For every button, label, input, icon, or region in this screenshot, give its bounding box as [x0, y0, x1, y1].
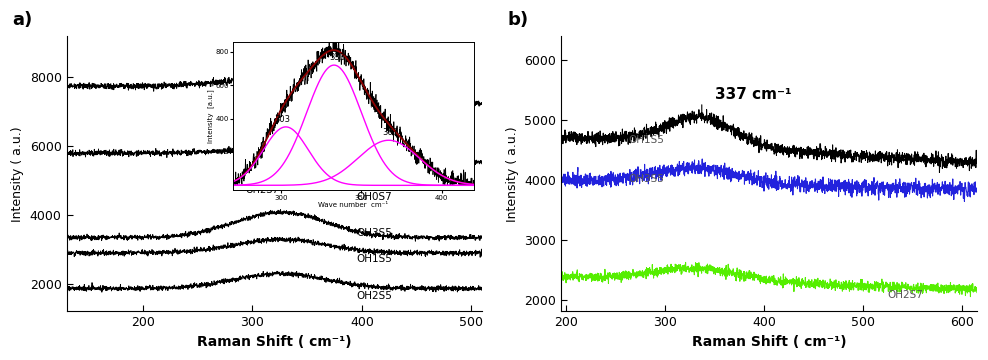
Text: OH2S7: OH2S7	[245, 185, 279, 195]
X-axis label: Raman Shift ( cm⁻¹): Raman Shift ( cm⁻¹)	[197, 335, 352, 349]
Text: OH1S5: OH1S5	[628, 135, 664, 145]
Text: OH0S7: OH0S7	[357, 192, 392, 202]
X-axis label: Raman Shift ( cm⁻¹): Raman Shift ( cm⁻¹)	[692, 335, 847, 349]
Text: b): b)	[507, 11, 529, 29]
Text: OH2S7: OH2S7	[888, 290, 924, 300]
Text: OH1S5: OH1S5	[357, 253, 392, 264]
Text: OH3S5: OH3S5	[628, 174, 664, 184]
Text: 337 cm⁻¹: 337 cm⁻¹	[714, 87, 791, 102]
Text: OH2S5: OH2S5	[357, 291, 392, 301]
Y-axis label: Intensity ( a.u.): Intensity ( a.u.)	[506, 126, 519, 222]
Text: a): a)	[13, 11, 33, 29]
Text: OH3S5: OH3S5	[357, 228, 392, 238]
Y-axis label: Intensity ( a.u.): Intensity ( a.u.)	[11, 126, 24, 222]
